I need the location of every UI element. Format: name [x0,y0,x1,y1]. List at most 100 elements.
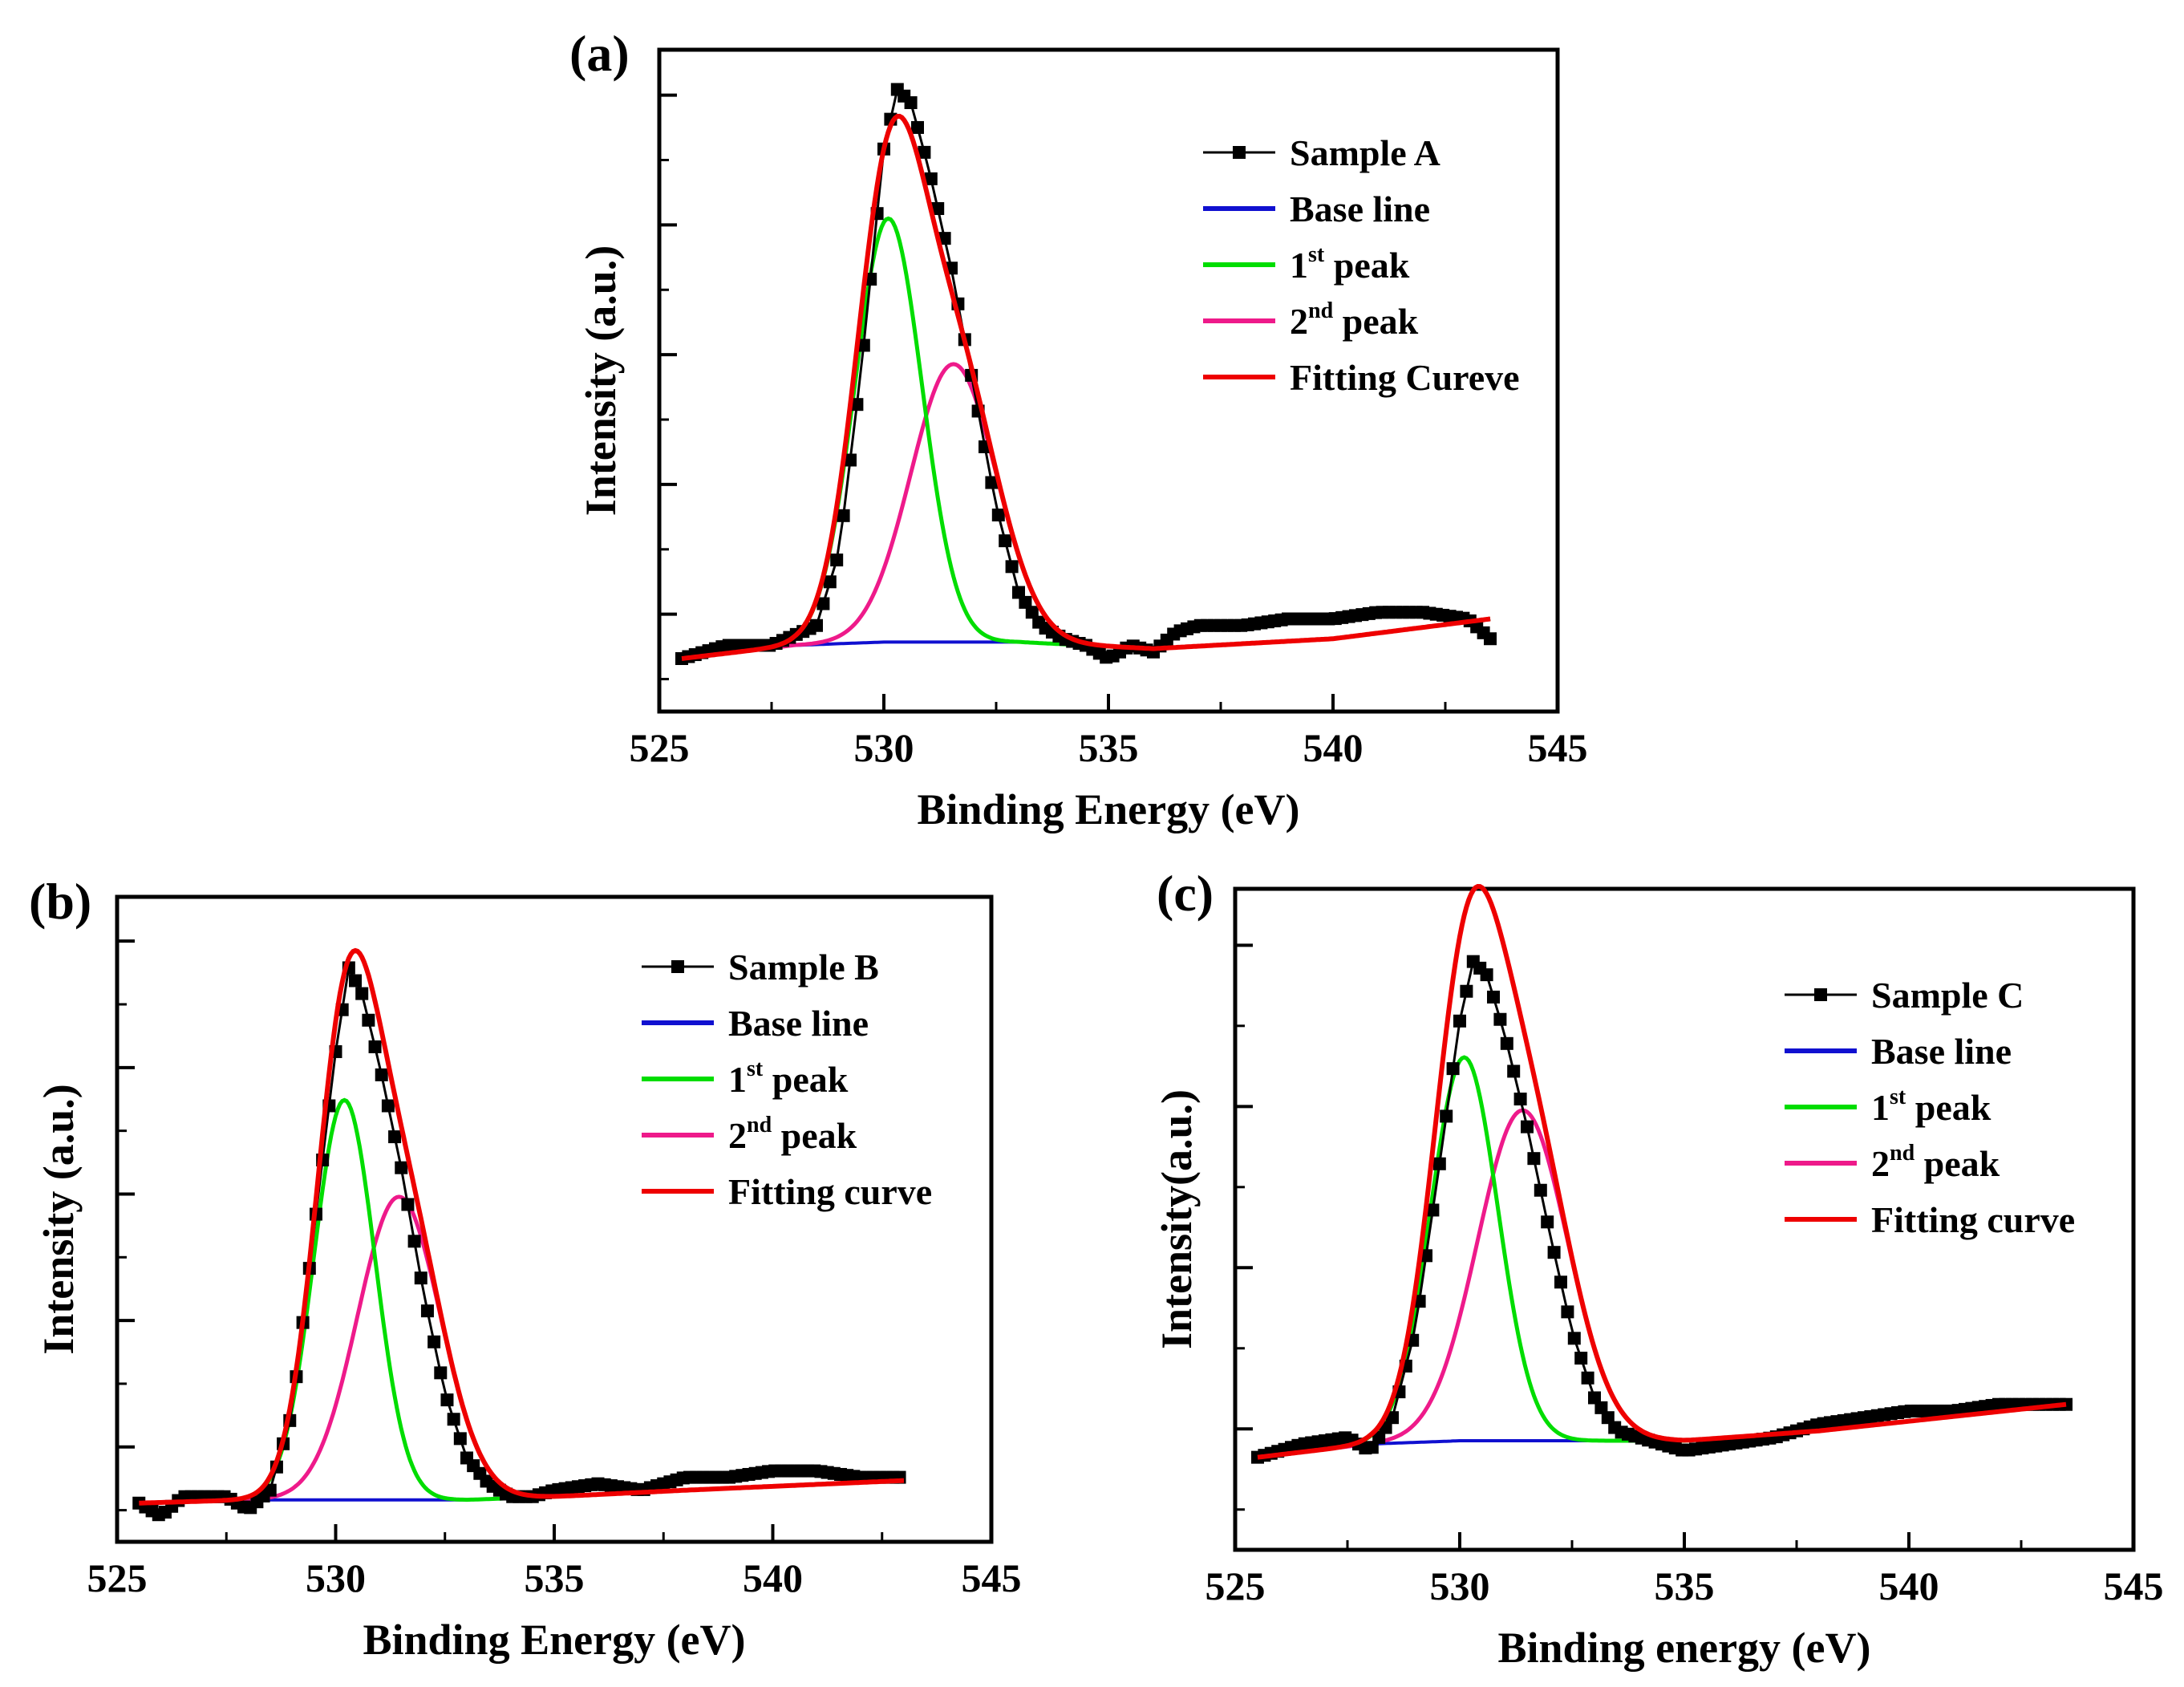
sample-point [1507,1065,1521,1078]
sample-point [1440,1109,1453,1123]
sample-point [1581,1371,1594,1385]
legend-label-sample: Sample C [1871,975,2024,1016]
sample-point [447,1413,460,1426]
y-axis-label: Intensity (a.u.) [577,245,625,517]
sample-point [991,508,1005,521]
sample-point [938,232,951,245]
sample-point [440,1393,454,1407]
legend-label-fit: Fitting curve [728,1171,932,1212]
legend-label-peak1: 1st peak [728,1056,849,1100]
sample-point [1446,1062,1460,1076]
x-tick-label: 530 [306,1555,366,1600]
legend-label-sample: Sample A [1290,132,1440,173]
panel-a: (a) 525 530 535 540 545 Binding Energy (eV) Int… [569,25,1588,833]
sample-point [1025,606,1039,619]
sample-point [388,1130,402,1144]
sample-point [368,1040,382,1053]
sample-point [918,145,931,159]
legend-suffix: peak [772,1115,857,1156]
legend-label-baseline: Base line [1290,189,1430,229]
x-tick-label: 535 [1655,1563,1715,1608]
legend-suffix: peak [1333,301,1419,342]
sample-series [132,961,906,1522]
peak2-curve [139,1194,905,1506]
legend-label-peak1: 1st peak [1871,1085,1992,1128]
panel-b: (b) 525 530 535 540 545 Binding Energy (eV) Int… [29,873,1022,1664]
sample-point [1480,968,1493,982]
panel-c: (c) 525 530 535 540 545 Binding energy (eV) Int… [1153,865,2164,1672]
sample-point [381,1099,395,1113]
legend-suffix: peak [1915,1143,2000,1184]
plot-frame [115,894,994,1544]
sample-point [401,1198,415,1211]
legend-marker [671,960,684,973]
x-tick-label: 530 [1430,1563,1490,1608]
sample-point [1012,586,1025,599]
sample-point [1386,1411,1399,1425]
legend: Sample B Base line 1st peak 2nd peak Fitting… [642,947,932,1212]
legend-suffix: peak [1906,1087,1992,1128]
sample-point [407,1235,421,1248]
sample-point [1588,1391,1601,1405]
sample-point [420,1304,434,1318]
sample-point [823,575,837,589]
legend-label-fit: Fitting Cureve [1290,357,1520,398]
sample-point [349,974,363,987]
sample-point [427,1335,441,1348]
legend: Sample A Base line 1st peak 2nd peak Fitting… [1203,132,1520,398]
x-tick-label: 540 [1879,1563,1939,1608]
fitting-curve [139,947,905,1506]
x-tick-label: 525 [87,1555,148,1600]
sample-point [1574,1352,1588,1365]
sample-point [355,987,369,1000]
sample-point [1594,1401,1608,1414]
sample-point [1019,595,1032,609]
sample-point [844,453,857,467]
sample-point [1561,1305,1574,1319]
sample-point [1484,632,1497,646]
sample-point [1534,1183,1547,1197]
sample-point [395,1161,408,1174]
sample-point [375,1068,388,1081]
sample-point [924,172,938,185]
sample-point [985,476,999,489]
fitting-curve [1257,883,2067,1460]
sample-point [1426,1203,1440,1217]
sample-point [931,202,945,215]
legend-marker [1814,988,1827,1001]
sample-point [1601,1411,1615,1425]
legend-marker [1233,146,1246,159]
sample-point [414,1271,427,1285]
x-tick-label: 545 [1528,725,1588,770]
sample-point [434,1366,448,1380]
sample-point [453,1432,467,1446]
panel-label: (c) [1157,865,1214,922]
sample-point [830,554,844,567]
x-axis-label: Binding energy (eV) [1498,1624,1871,1672]
legend-superscript: nd [747,1113,772,1138]
legend-superscript: st [747,1056,764,1081]
legend: Sample C Base line 1st peak 2nd peak Fitting… [1785,975,2075,1240]
legend-superscript: st [1890,1085,1906,1109]
x-tick-label: 540 [743,1555,803,1600]
x-tick-label: 530 [854,725,914,770]
legend-superscript: st [1308,242,1325,267]
sample-point [1487,990,1500,1004]
sample-point [362,1013,375,1027]
sample-point [1500,1036,1513,1050]
x-tick-label: 525 [630,725,690,770]
sample-point [1521,1120,1534,1133]
panel-label: (a) [569,25,630,82]
sample-point [1453,1014,1466,1028]
sample-point [1365,1441,1379,1454]
legend-label-peak2: 2nd peak [1290,298,1419,342]
sample-point [999,534,1012,548]
sample-point [1493,1012,1507,1026]
legend-label-sample: Sample B [728,947,879,987]
x-tick-label: 535 [525,1555,585,1600]
sample-point [857,339,870,352]
sample-point [1554,1275,1567,1289]
sample-point [1527,1152,1541,1166]
legend-label-baseline: Base line [1871,1031,2012,1072]
